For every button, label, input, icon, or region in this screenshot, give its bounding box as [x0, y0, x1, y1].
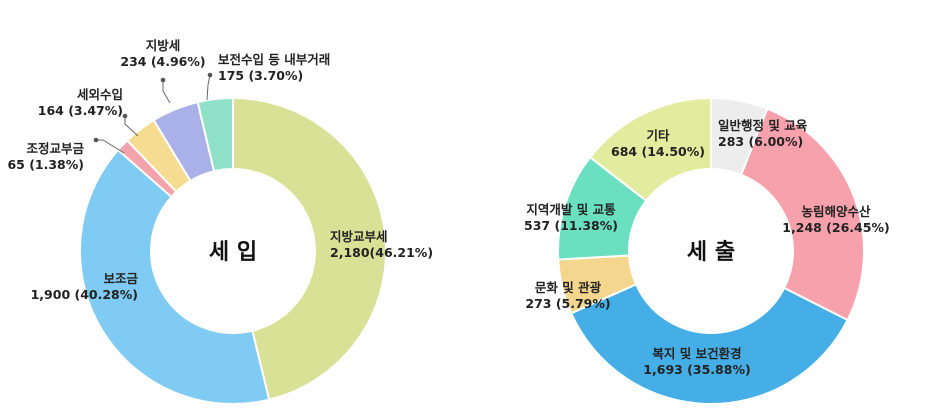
- revenue-slice-5: [196, 96, 234, 173]
- revenue-leader-line-4: [162, 80, 171, 104]
- expense-center-title: 세 출: [687, 240, 735, 265]
- expense-slice-label-1: 농림해양수산 1,248 (26.45%): [782, 204, 889, 235]
- expense-slice-label-3: 문화 및 관광 273 (5.79%): [525, 280, 610, 311]
- expense-slice-label-5: 기타 684 (14.50%): [611, 128, 705, 159]
- revenue-slice-0: [232, 96, 387, 401]
- expense-slice-label-2: 복지 및 보건환경 1,693 (35.88%): [643, 346, 750, 377]
- revenue-leader-line-5: [206, 74, 211, 101]
- expense-donut-chart: 세 출 일반행정 및 교육 283 (6.00%) 농림해양수산 1,248 (26.4…: [524, 96, 890, 405]
- revenue-donut-chart: 세 입 지방교부세 2,180(46.21%) 보조금 1,900 (40.28%) 조정…: [7, 38, 433, 405]
- revenue-slice-label-4: 지방세 234 (4.96%): [120, 38, 205, 69]
- revenue-leader-dot-4: [160, 77, 166, 83]
- expense-slice-5: [588, 96, 712, 203]
- expense-slice-label-0: 일반행정 및 교육 283 (6.00%): [718, 118, 808, 149]
- revenue-leader-line-3: [124, 116, 139, 137]
- revenue-slice-1: [79, 148, 271, 405]
- revenue-leader-line-2: [96, 139, 125, 154]
- revenue-slice-label-3: 세외수입 164 (3.47%): [38, 87, 123, 118]
- revenue-center-title: 세 입: [209, 240, 257, 265]
- revenue-slice-label-5: 보전수입 등 내부거래 175 (3.70%): [218, 52, 330, 83]
- revenue-leader-dot-5: [207, 72, 213, 78]
- expense-slice-1: [739, 107, 865, 322]
- revenue-slice-label-1: 보조금 1,900 (40.28%): [31, 271, 139, 302]
- expense-slice-label-4: 지역개발 및 교통 537 (11.38%): [524, 202, 618, 233]
- revenue-slice-label-0: 지방교부세 2,180(46.21%): [330, 229, 433, 260]
- revenue-leader-dot-2: [93, 137, 99, 143]
- revenue-leader-dot-3: [122, 113, 128, 119]
- expense-slice-2: [569, 283, 849, 405]
- revenue-slice-label-2: 조정교부금 65 (1.38%): [7, 141, 84, 172]
